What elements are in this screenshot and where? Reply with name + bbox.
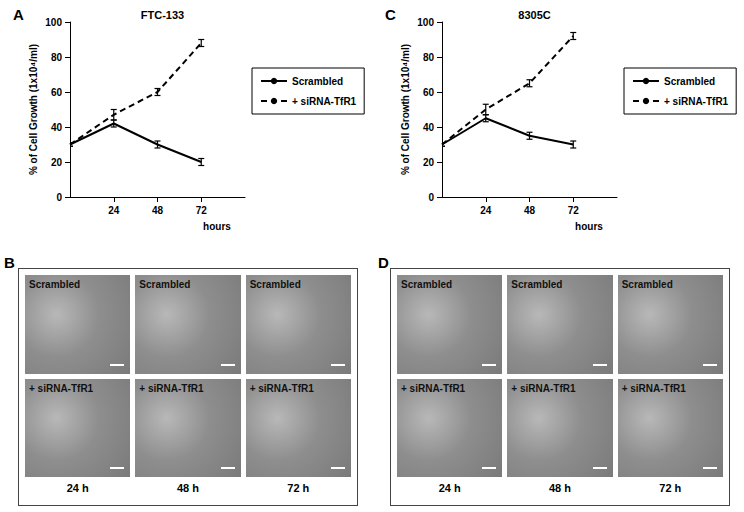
svg-text:24: 24 [108,205,120,216]
html-text:+ siRNA-TfR1: + siRNA-TfR1 [401,382,466,394]
svg-text:48: 48 [152,205,164,216]
svg-text:0: 0 [56,192,62,203]
svg-text:C: C [385,6,396,23]
svg-text:20: 20 [423,157,435,168]
svg-text:48: 48 [524,205,536,216]
svg-text:Scrambled: Scrambled [664,76,715,87]
html-text:Scrambled: Scrambled [621,279,673,290]
svg-text:100: 100 [417,17,434,28]
html-text:B: B [4,254,15,271]
html-text:48 h: 48 h [177,482,199,494]
html-text:24 h: 24 h [66,482,89,494]
svg-text:80: 80 [51,52,63,63]
html-text:+ siRNA-TfR1: + siRNA-TfR1 [139,382,204,394]
html-text:Scrambled: Scrambled [29,279,81,290]
svg-text:60: 60 [423,87,435,98]
html-text:+ siRNA-TfR1: + siRNA-TfR1 [511,382,576,394]
svg-text:40: 40 [423,122,435,133]
svg-text:+ siRNA-TfR1: + siRNA-TfR1 [664,96,729,107]
svg-text:hours: hours [203,221,231,232]
html-text:Scrambled: Scrambled [139,279,191,290]
html-text:+ siRNA-TfR1: + siRNA-TfR1 [249,382,314,394]
html-text:+ siRNA-TfR1: + siRNA-TfR1 [621,382,686,394]
svg-text:Scrambled: Scrambled [292,76,343,87]
svg-text:24: 24 [480,205,492,216]
svg-text:% of Cell Growth (1x10⁴/ml): % of Cell Growth (1x10⁴/ml) [28,44,39,175]
svg-text:8305C: 8305C [518,9,550,21]
html-text:D: D [378,254,389,271]
html-text:+ siRNA-TfR1: + siRNA-TfR1 [29,382,94,394]
svg-text:A: A [13,6,24,23]
svg-text:80: 80 [423,52,435,63]
svg-text:40: 40 [51,122,63,133]
html-text:72 h: 72 h [659,482,682,494]
svg-text:72: 72 [568,205,580,216]
html-text:72 h: 72 h [287,482,310,494]
svg-text:+ siRNA-TfR1: + siRNA-TfR1 [292,96,357,107]
svg-text:FTC-133: FTC-133 [141,9,184,21]
html-text:Scrambled: Scrambled [401,279,453,290]
svg-text:72: 72 [196,205,208,216]
html-text:48 h: 48 h [549,482,571,494]
svg-text:% of Cell Growth (1x10⁴/ml): % of Cell Growth (1x10⁴/ml) [400,44,411,175]
html-text:Scrambled: Scrambled [249,279,301,290]
svg-text:20: 20 [51,157,63,168]
html-text:24 h: 24 h [438,482,461,494]
svg-text:hours: hours [575,221,603,232]
html-text:Scrambled: Scrambled [511,279,563,290]
svg-text:0: 0 [428,192,434,203]
svg-text:100: 100 [45,17,62,28]
svg-text:60: 60 [51,87,63,98]
